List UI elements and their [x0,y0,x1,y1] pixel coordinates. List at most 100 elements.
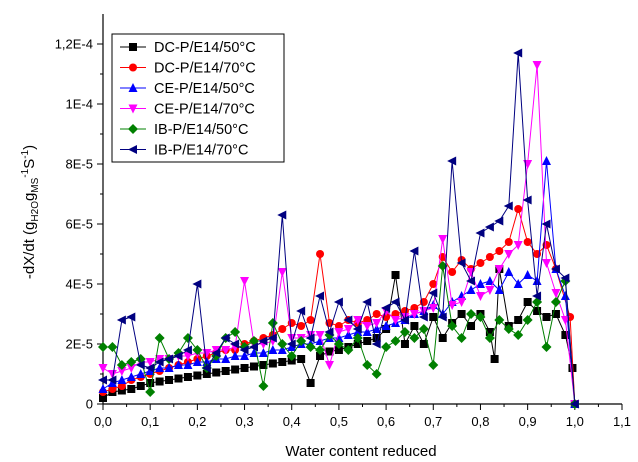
data-point [277,268,287,277]
y-tick-label: 8E-5 [66,157,93,172]
data-point [494,216,504,226]
data-point [490,355,499,363]
data-point [372,310,381,318]
x-tick-label: 0,8 [471,414,489,429]
y-axis-label-part: -1 [20,168,31,177]
data-point [258,348,268,357]
data-point [372,319,382,328]
data-point [381,303,391,313]
data-point [277,345,287,354]
data-point [268,359,277,368]
data-point [325,347,334,356]
data-point [372,324,382,333]
data-point [297,355,306,363]
x-tick-label: 1,1 [613,414,631,429]
data-point [457,291,467,300]
data-point [523,270,533,279]
legend-item: IB-P/E14/70°C [120,143,248,159]
data-point [503,324,514,334]
data-point [277,339,288,349]
data-point [315,345,326,355]
data-point [117,367,127,376]
data-point [513,48,523,58]
data-point [136,369,146,378]
data-point [305,333,315,343]
data-point [324,361,334,370]
data-point [438,334,447,342]
data-point [126,357,137,367]
data-point [456,333,467,343]
data-point [447,156,457,166]
data-point [316,352,325,360]
legend-label: IB-P/E14/50°C [154,122,248,138]
x-axis-label: Water content reduced [285,443,436,460]
data-point [116,315,126,325]
data-point [221,367,230,375]
legend-marker [128,83,138,92]
data-point [504,238,513,246]
data-point [297,322,306,330]
data-point [504,267,514,276]
x-tick-label: 0,9 [519,414,537,429]
x-tick-label: 0,5 [330,414,348,429]
legend-label: DC-P/E14/70°C [154,61,256,77]
data-point [457,298,467,307]
data-point [220,333,230,343]
y-tick-label: 0 [86,397,93,412]
data-point [126,364,136,373]
y-axis-label-part: S [21,159,38,169]
data-point [429,313,438,321]
data-point [221,354,231,363]
data-point [99,394,107,402]
data-point [182,333,193,343]
data-point [485,253,494,261]
data-point [343,325,353,334]
data-point [551,289,561,298]
data-point [457,310,466,318]
y-axis-label-part: g [21,193,38,201]
data-point [240,351,250,360]
x-tick-label: 0,0 [94,414,112,429]
data-point [495,247,504,255]
series-3 [98,156,580,408]
data-point [334,328,344,337]
data-point [343,315,353,325]
data-point [390,297,400,307]
data-point [541,219,551,229]
data-point [173,351,183,361]
data-point [542,313,551,321]
data-point [353,340,362,348]
data-point [541,342,552,352]
data-point [183,352,193,361]
legend-item: CE-P/E14/50°C [120,81,255,97]
data-point [230,339,240,349]
data-point [183,360,193,369]
legend-marker [128,124,138,134]
data-point [278,325,287,333]
legend-label: IB-P/E14/70°C [154,143,248,159]
y-axis-label-part: ) [21,145,38,150]
data-point [419,307,429,316]
data-point [353,316,363,325]
data-point [258,336,268,346]
y-axis-label-part: MS [30,177,41,192]
legend-marker [128,145,137,154]
data-point [372,334,381,342]
legend-item: DC-P/E14/70°C [120,61,256,77]
data-point [418,312,428,322]
data-point [277,210,287,220]
y-tick-label: 2E-5 [66,337,93,352]
data-point [192,357,202,366]
y-tick-label: 4E-5 [66,277,93,292]
data-point [542,259,552,268]
data-point [485,286,495,295]
data-point [475,292,485,301]
data-point [362,360,373,370]
data-point [315,331,325,340]
data-point [98,342,108,352]
data-point [522,315,533,325]
data-point [362,327,372,336]
data-point [448,268,457,276]
data-point [466,309,477,319]
